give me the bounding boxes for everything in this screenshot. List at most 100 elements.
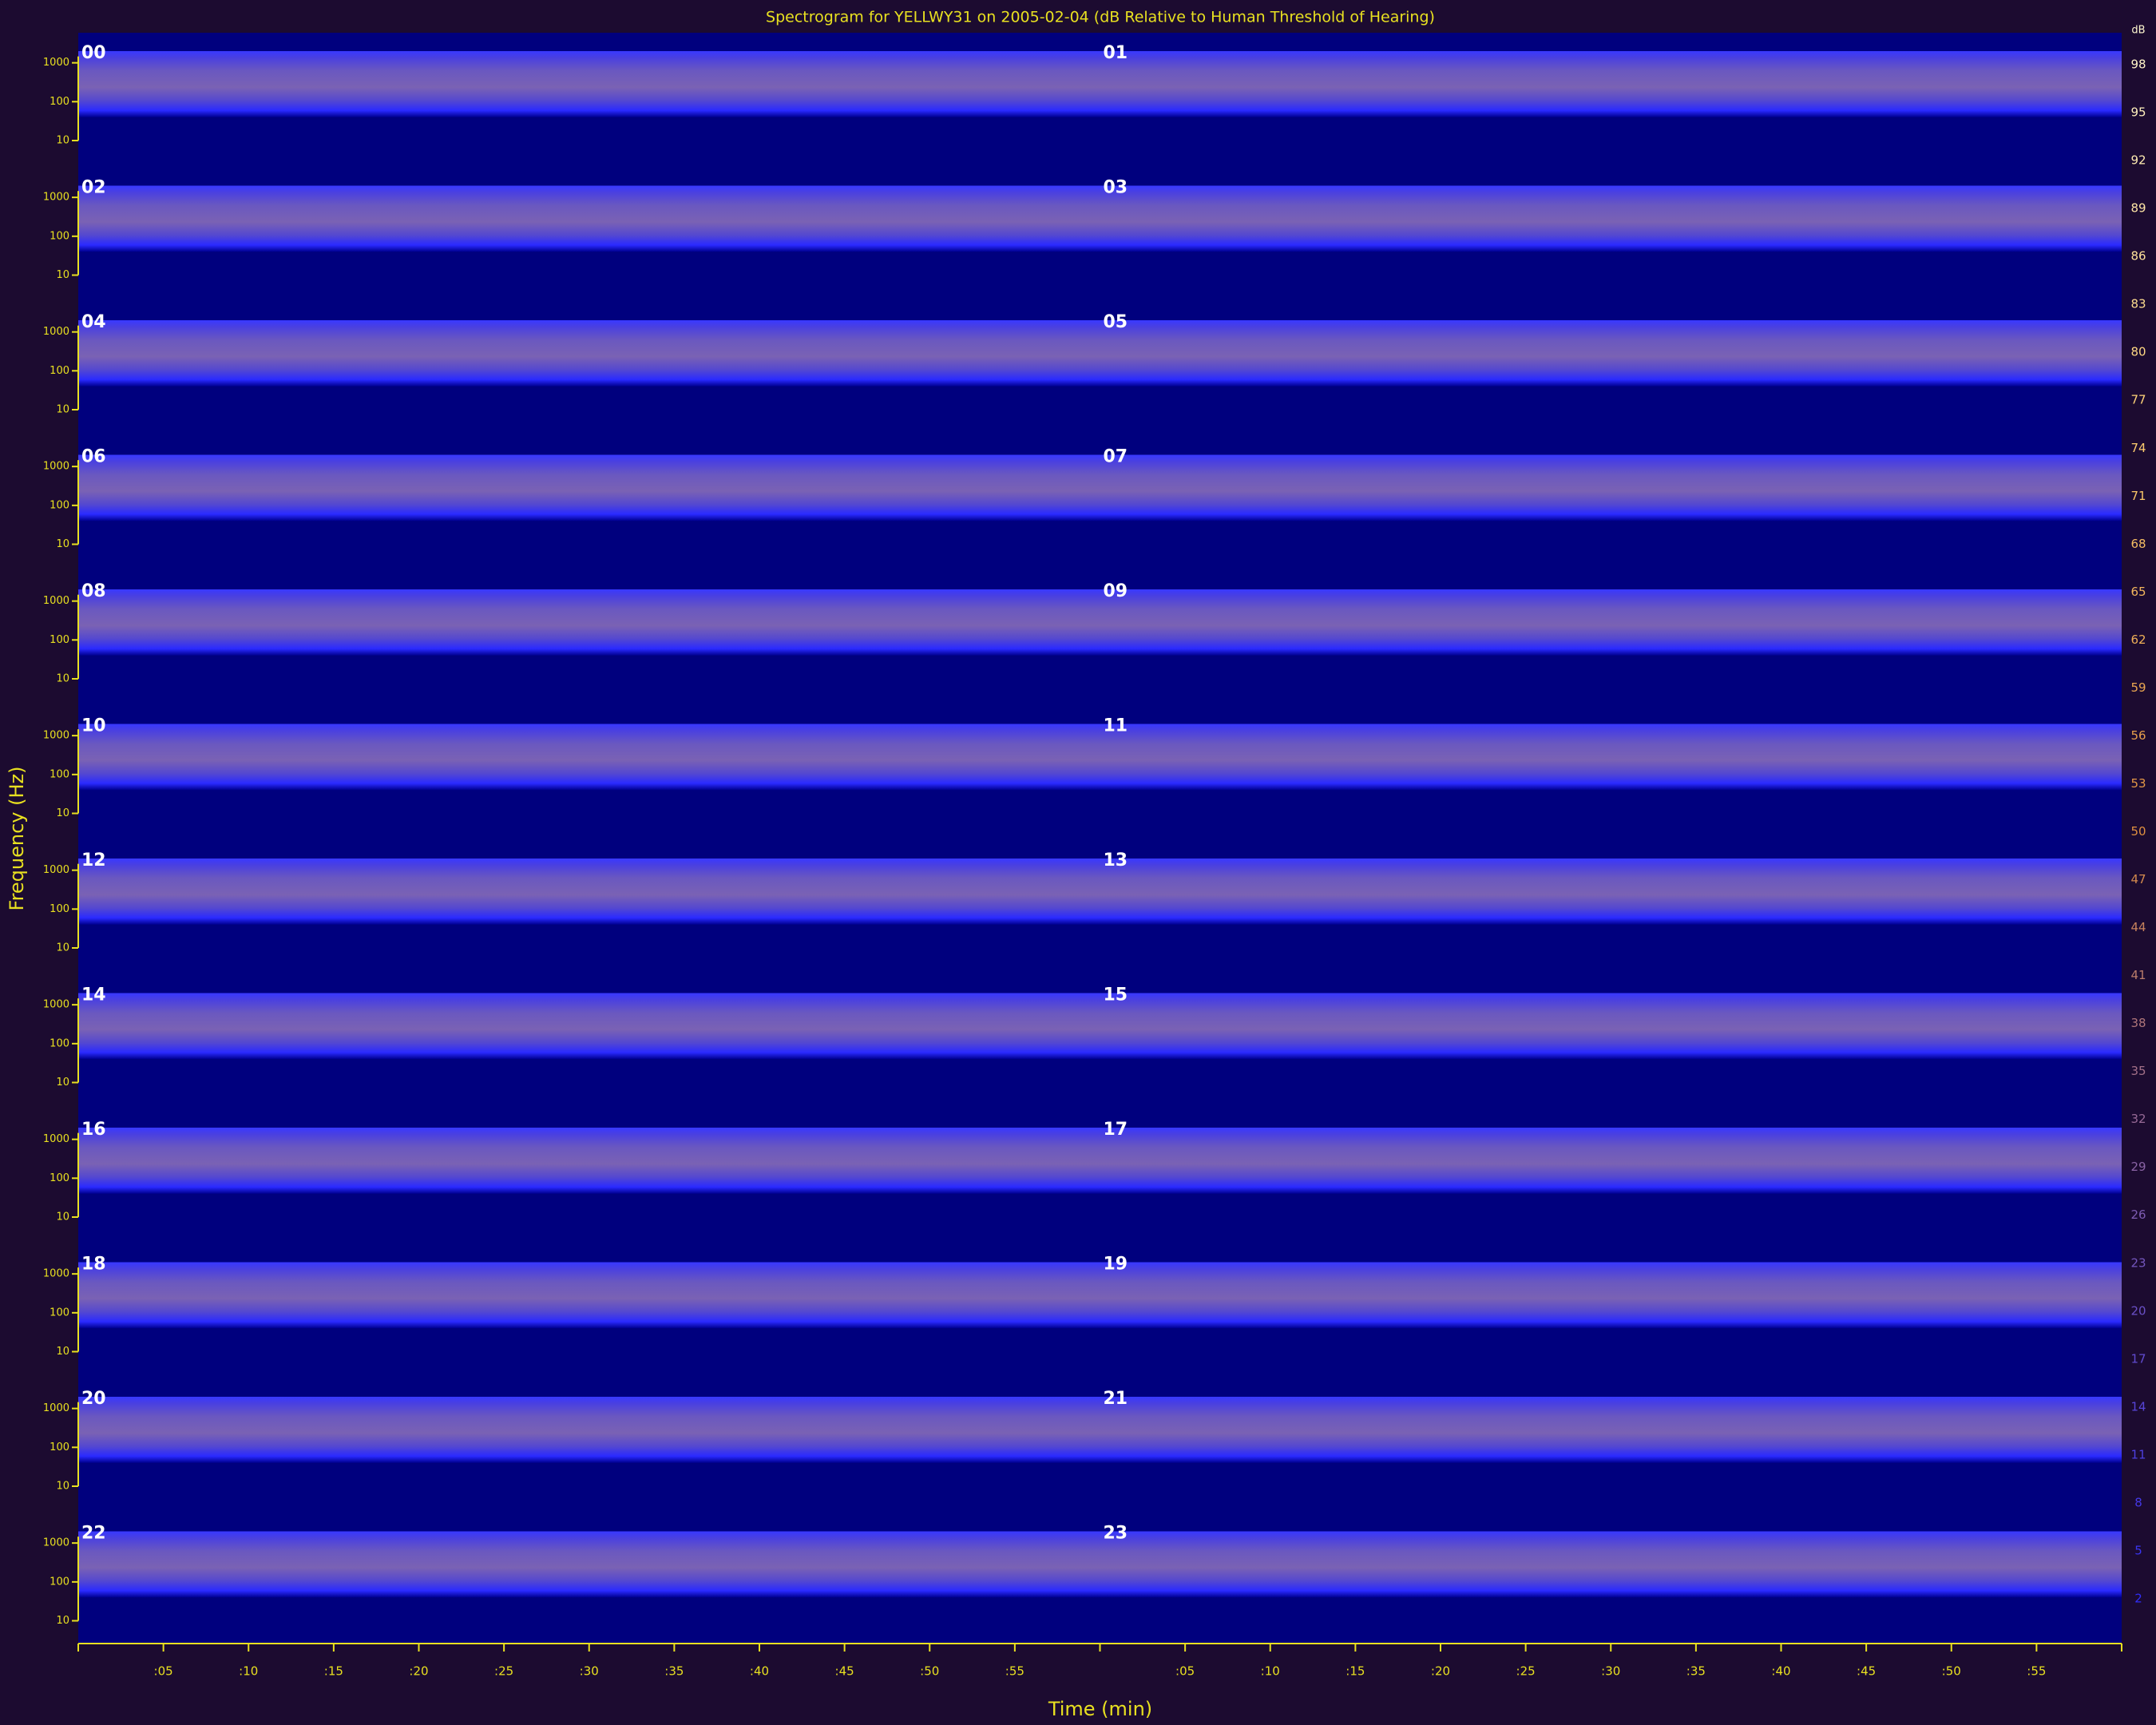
x-tick-label: :35 <box>664 1664 684 1679</box>
x-tick-label: :50 <box>920 1664 939 1679</box>
x-tick-label: :25 <box>494 1664 513 1679</box>
x-tick-label: :10 <box>1261 1664 1280 1679</box>
colorbar-label: dB <box>2131 25 2145 37</box>
colorbar-tick-label: 83 <box>2130 297 2146 311</box>
x-tick-label: :45 <box>835 1664 854 1679</box>
chart-title: Spectrogram for YELLWY31 on 2005-02-04 (… <box>766 9 1435 26</box>
colorbar-tick-label: 29 <box>2130 1160 2146 1174</box>
panel-label: 22 <box>81 1524 106 1544</box>
panel-label: 09 <box>1104 581 1128 601</box>
y-tick-label: 10 <box>56 1211 69 1223</box>
x-tick-label: :45 <box>1857 1664 1876 1679</box>
y-tick-label: 1000 <box>43 461 69 473</box>
y-tick-label: 100 <box>50 1037 69 1049</box>
spectrum-band <box>78 1531 2122 1598</box>
x-tick-label: :15 <box>1346 1664 1365 1679</box>
colorbar-tick-label: 26 <box>2130 1208 2146 1222</box>
x-tick-label: :25 <box>1516 1664 1536 1679</box>
y-tick-label: 1000 <box>43 1133 69 1145</box>
y-tick-label: 100 <box>50 96 69 108</box>
y-tick-label: 100 <box>50 1172 69 1184</box>
x-tick-label: :20 <box>409 1664 428 1679</box>
colorbar-tick-label: 41 <box>2130 968 2146 982</box>
panel-label: 11 <box>1104 716 1128 736</box>
y-tick-label: 100 <box>50 903 69 915</box>
y-tick-label: 10 <box>56 942 69 954</box>
colorbar-tick-label: 98 <box>2130 58 2146 72</box>
y-tick-label: 10 <box>56 1077 69 1089</box>
colorbar-tick-label: 77 <box>2130 393 2146 407</box>
y-tick-label: 1000 <box>43 57 69 69</box>
panel-label: 10 <box>81 716 106 736</box>
colorbar-tick-label: 14 <box>2130 1399 2146 1414</box>
y-tick-label: 100 <box>50 768 69 780</box>
y-tick-label: 100 <box>50 1441 69 1453</box>
y-axis-label: Frequency (Hz) <box>6 767 28 911</box>
spectrum-band <box>78 320 2122 387</box>
colorbar-tick-label: 5 <box>2134 1543 2142 1557</box>
y-tick-label: 1000 <box>43 192 69 204</box>
panel-label: 14 <box>81 985 106 1005</box>
y-tick-label: 100 <box>50 634 69 646</box>
x-tick-label: :30 <box>580 1664 599 1679</box>
panel-label: 20 <box>81 1389 106 1409</box>
y-tick-label: 1000 <box>43 1268 69 1280</box>
spectrum-band <box>78 589 2122 656</box>
plot-background <box>78 33 2122 1644</box>
panel-label: 17 <box>1104 1120 1128 1140</box>
spectrum-band <box>78 454 2122 521</box>
panel-label: 08 <box>81 581 106 601</box>
y-tick-label: 10 <box>56 673 69 685</box>
panel-label: 18 <box>81 1255 106 1275</box>
colorbar-tick-label: 89 <box>2130 201 2146 216</box>
colorbar-tick-label: 11 <box>2130 1447 2146 1461</box>
x-tick-label: :55 <box>1005 1664 1024 1679</box>
x-tick-label: :30 <box>1601 1664 1620 1679</box>
y-tick-label: 1000 <box>43 1402 69 1414</box>
spectrum-band <box>78 51 2122 117</box>
x-tick-label: :35 <box>1686 1664 1706 1679</box>
colorbar-tick-label: 53 <box>2130 776 2146 791</box>
spectrum-band <box>78 859 2122 925</box>
y-tick-label: 10 <box>56 269 69 281</box>
spectrum-band <box>78 1128 2122 1194</box>
panel-label: 16 <box>81 1120 106 1140</box>
colorbar-tick-label: 71 <box>2130 489 2146 503</box>
y-tick-label: 100 <box>50 1576 69 1588</box>
colorbar-tick-label: 68 <box>2130 537 2146 551</box>
colorbar-tick-label: 32 <box>2130 1112 2146 1126</box>
y-tick-label: 100 <box>50 365 69 377</box>
colorbar-tick-label: 92 <box>2130 153 2146 168</box>
colorbar-tick-label: 59 <box>2130 680 2146 695</box>
colorbar-tick-label: 86 <box>2130 249 2146 264</box>
panel-label: 07 <box>1104 447 1128 467</box>
spectrum-band <box>78 1262 2122 1329</box>
x-tick-label: :15 <box>324 1664 343 1679</box>
colorbar-tick-label: 47 <box>2130 872 2146 886</box>
x-tick-label: :10 <box>239 1664 258 1679</box>
x-tick-label: :40 <box>1771 1664 1790 1679</box>
spectrum-band <box>78 185 2122 252</box>
panel-label: 12 <box>81 851 106 870</box>
panel-label: 23 <box>1104 1524 1128 1544</box>
x-tick-label: :05 <box>154 1664 173 1679</box>
colorbar-tick-label: 2 <box>2134 1591 2142 1605</box>
y-tick-label: 1000 <box>43 1537 69 1549</box>
x-tick-label: :40 <box>750 1664 769 1679</box>
panel-label: 02 <box>81 178 106 198</box>
colorbar-tick-label: 62 <box>2130 632 2146 647</box>
panel-label: 00 <box>81 43 106 63</box>
y-tick-label: 10 <box>56 538 69 550</box>
panel-label: 13 <box>1104 851 1128 870</box>
colorbar-tick-label: 17 <box>2130 1351 2146 1366</box>
y-tick-label: 10 <box>56 1346 69 1358</box>
colorbar-tick-label: 23 <box>2130 1255 2146 1270</box>
colorbar-tick-label: 44 <box>2130 920 2146 934</box>
colorbar-tick-label: 74 <box>2130 441 2146 455</box>
panel-label: 15 <box>1104 985 1128 1005</box>
spectrum-band <box>78 1397 2122 1463</box>
bands <box>78 51 2122 1598</box>
panel-label: 03 <box>1104 178 1128 198</box>
panel-label: 06 <box>81 447 106 467</box>
